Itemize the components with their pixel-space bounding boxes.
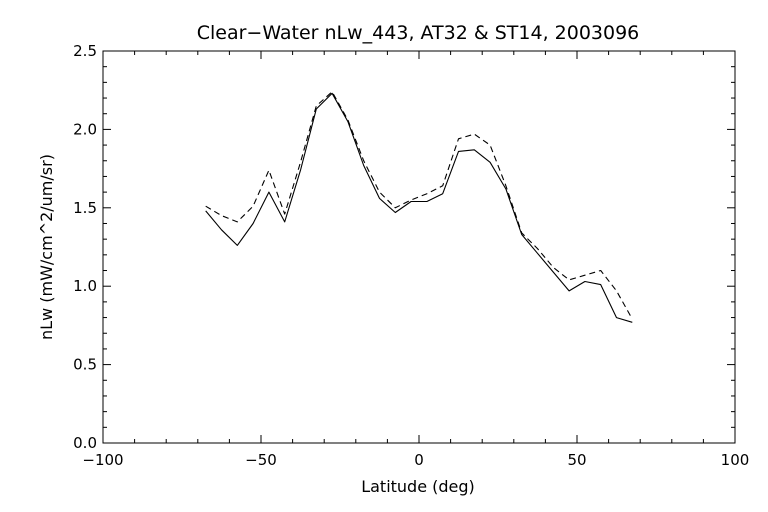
x-axis-label: Latitude (deg)	[361, 477, 475, 496]
y-tick-label: 0.0	[73, 434, 97, 452]
series-line-dashed	[205, 91, 633, 320]
x-tick-label: 0	[414, 451, 424, 469]
series-line-solid	[205, 92, 633, 323]
x-tick-label: 100	[721, 451, 750, 469]
x-tick-label: −100	[82, 451, 123, 469]
series-group	[205, 91, 633, 323]
x-tick-label: 50	[567, 451, 586, 469]
y-tick-label: 1.0	[73, 277, 97, 295]
y-axis-label: nLw (mW/cm^2/um/sr)	[37, 154, 56, 340]
y-tick-label: 2.0	[73, 120, 97, 138]
chart-title: Clear−Water nLw_443, AT32 & ST14, 200309…	[197, 22, 640, 44]
y-tick-label: 2.5	[73, 42, 97, 60]
y-tick-label: 1.5	[73, 199, 97, 217]
axis-ticks: −100 −50 0 50 100 0.0 0.5 1.0 1.5 2.0 2.5	[73, 42, 749, 469]
plot-frame	[102, 50, 736, 444]
x-tick-label: −50	[245, 451, 277, 469]
y-tick-label: 0.5	[73, 356, 97, 374]
